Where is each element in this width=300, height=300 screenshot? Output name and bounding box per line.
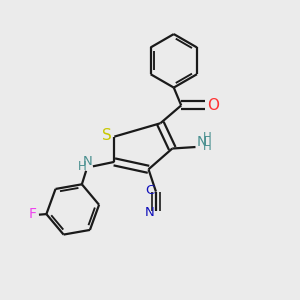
Text: F: F: [29, 207, 37, 221]
Text: N: N: [197, 135, 207, 149]
Text: N: N: [145, 206, 154, 219]
Text: H: H: [202, 140, 211, 153]
Text: H: H: [202, 131, 211, 144]
Text: N: N: [83, 155, 92, 168]
Text: S: S: [102, 128, 112, 142]
Text: H: H: [78, 160, 87, 173]
Text: O: O: [207, 98, 219, 113]
Text: C: C: [145, 184, 154, 196]
